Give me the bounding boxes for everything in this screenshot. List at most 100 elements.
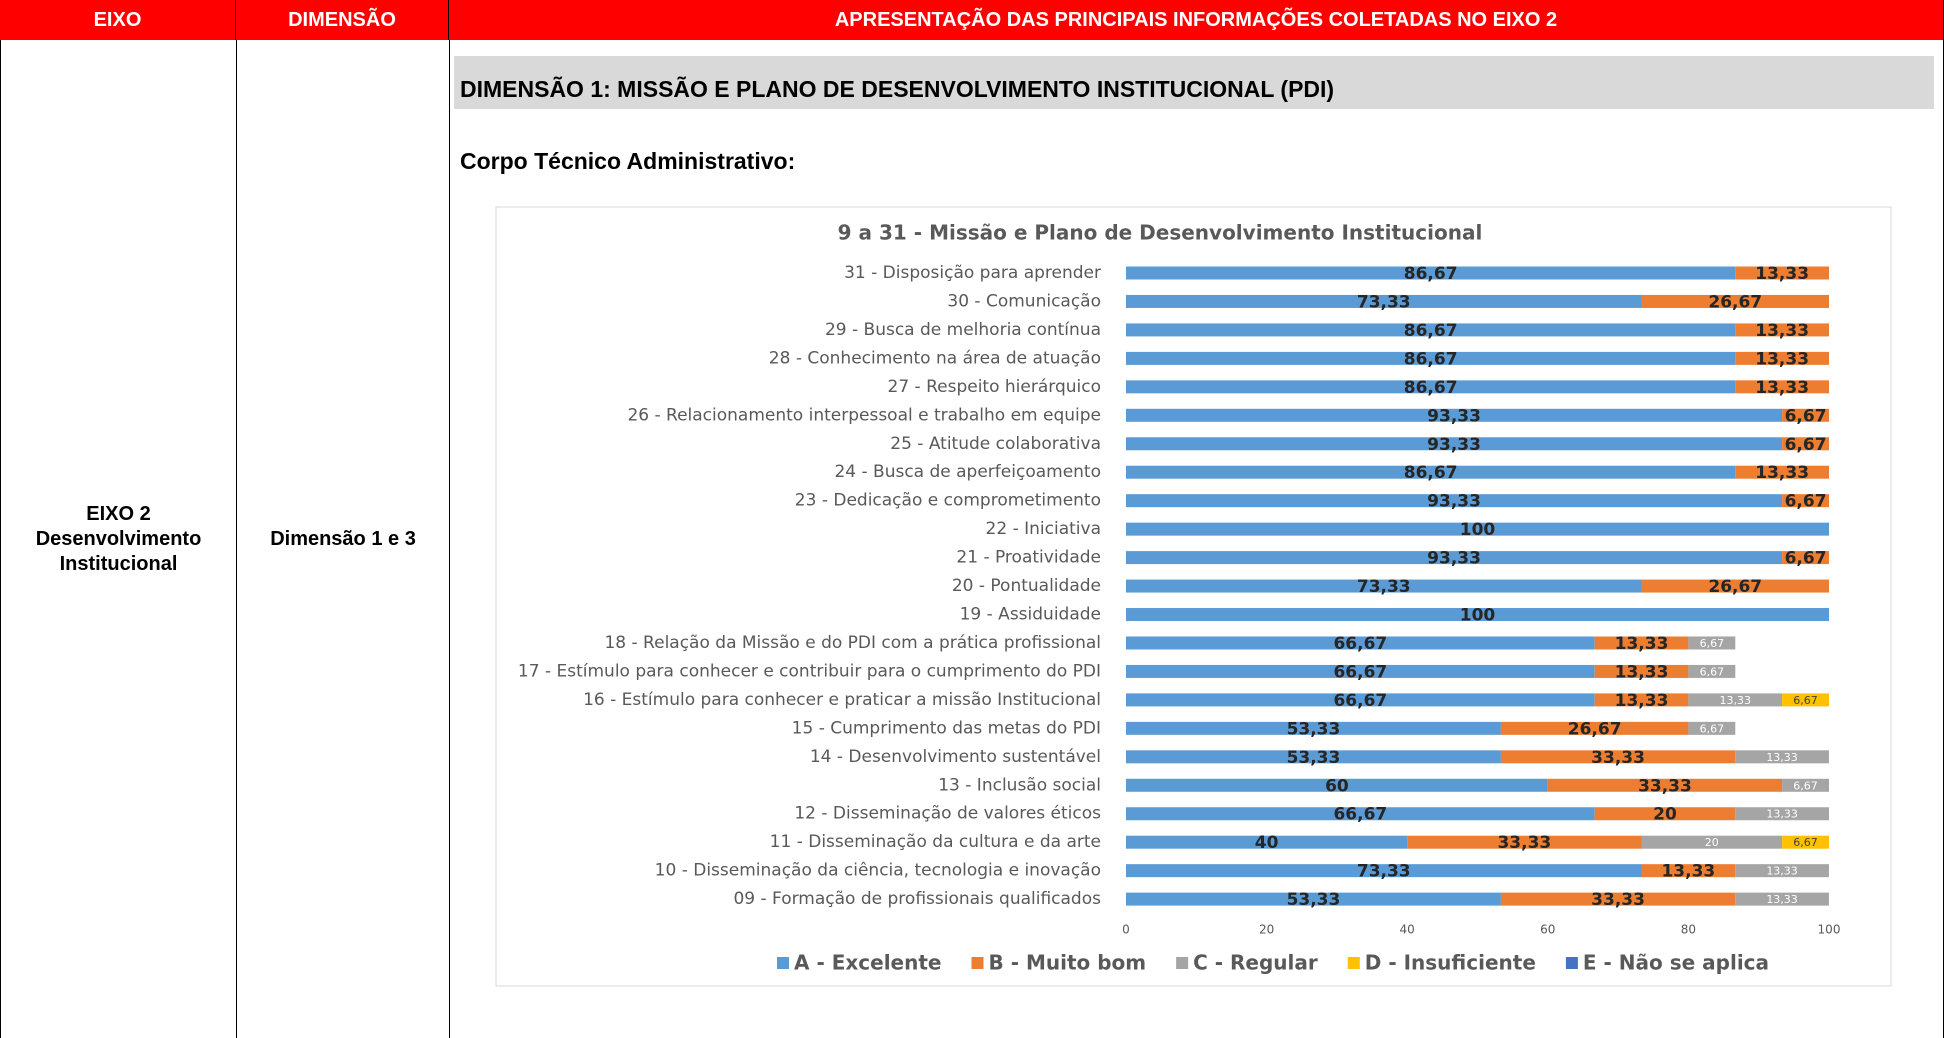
bar-segment [1126,778,1548,792]
value-label: 93,33 [1427,492,1481,512]
y-tick-label: 09 - Formação de profissionais qualifica… [733,889,1101,909]
value-label: 0 [1830,466,1837,479]
y-tick-label: 18 - Relação da Missão e do PDI com a pr… [604,633,1101,653]
value-label: 73,33 [1357,292,1411,312]
bar-segment [1782,551,1829,565]
legend-swatch [971,957,984,969]
bar-segment [1688,636,1736,650]
bar-segment [1126,323,1736,337]
bar-segment [1126,750,1501,764]
x-tick-label: 20 [1259,923,1274,937]
value-label: 0 [1830,409,1837,422]
y-tick-label: 25 - Atitude colaborativa [890,434,1101,454]
value-label: 0 [1830,808,1837,821]
bar-segment [1500,721,1689,735]
value-label: 26,67 [1708,292,1762,312]
value-label: 0 [1830,495,1837,508]
chart-frame [495,206,1892,987]
value-label: 100 [1460,606,1496,626]
bar-segment [1500,892,1736,906]
bar-segment [1126,437,1783,451]
value-label: 33,33 [1591,890,1645,910]
legend-label: A - Excelente [794,951,941,975]
value-label: 33,33 [1638,776,1692,796]
value-label: 53,33 [1287,890,1341,910]
bar-segment [1126,380,1736,394]
value-label: 0 [1736,722,1743,735]
value-label: 0 [1830,352,1837,365]
bar-segment [1735,380,1829,394]
y-tick-label: 17 - Estímulo para conhecer e contribuir… [518,661,1101,681]
bar-segment [1126,892,1501,906]
bar-segment [1126,294,1642,308]
value-label: 13,33 [1755,264,1809,284]
bar-segment [1126,807,1595,821]
eixo-line: Institucional [59,552,178,575]
y-tick-label: 19 - Assiduidade [960,605,1101,625]
value-label: 0 [1830,267,1837,280]
value-label: 13,33 [1766,808,1798,821]
dimensao-cell: Dimensão 1 e 3 [236,40,450,1038]
y-tick-label: 21 - Proatividade [956,548,1101,568]
value-label: 93,33 [1427,435,1481,455]
x-tick-label: 80 [1681,923,1696,937]
bar-segment [1782,835,1829,849]
value-label: 0 [1736,665,1743,678]
value-label: 0 [1829,865,1836,878]
value-label: 6,67 [1785,492,1827,512]
bar-segment [1641,864,1736,878]
value-label: 86,67 [1404,378,1458,398]
value-label: 0 [1736,637,1743,650]
bar-segment [1500,750,1736,764]
value-label: 73,33 [1357,862,1411,882]
bar-segment [1735,807,1829,821]
y-tick-label: 27 - Respeito hierárquico [888,377,1101,397]
header-eixo: EIXO [0,0,236,40]
bar-segment [1126,664,1595,678]
value-label: 0 [1830,779,1837,792]
value-label: 86,67 [1404,349,1458,369]
bar-segment [1782,693,1829,707]
value-label: 0 [1830,295,1837,308]
value-label: 6,67 [1785,435,1827,455]
y-tick-label: 15 - Cumprimento das metas do PDI [792,718,1101,738]
eixo-line: Desenvolvimento [35,527,202,550]
y-tick-label: 26 - Relacionamento interpessoal e traba… [627,405,1101,425]
value-label: 20 [1705,836,1719,849]
bar-segment [1782,778,1829,792]
value-label: 13,33 [1766,751,1798,764]
legend-label: E - Não se aplica [1583,951,1769,975]
bar-segment [1735,323,1829,337]
chart-title: 9 a 31 - Missão e Plano de Desenvolvimen… [838,221,1483,245]
bar-segment [1641,579,1829,593]
value-label: 66,67 [1333,662,1387,682]
value-label: 0 [1829,751,1836,764]
y-tick-label: 29 - Busca de melhoria contínua [825,320,1101,340]
subtitle: Corpo Técnico Administrativo: [460,148,796,174]
value-label: 66,67 [1333,691,1387,711]
value-label: 26,67 [1568,719,1622,739]
y-tick-label: 20 - Pontualidade [952,576,1101,596]
header-info: APRESENTAÇÃO DAS PRINCIPAIS INFORMAÇÕES … [449,0,1944,40]
value-label: 0 [1830,381,1837,394]
bar-segment [1126,636,1595,650]
bar-segment [1688,693,1783,707]
value-label: 0 [1830,552,1837,565]
value-label: 6,67 [1700,665,1725,678]
y-tick-label: 14 - Desenvolvimento sustentável [810,747,1101,767]
value-label: 100 [1460,520,1496,540]
y-tick-label: 16 - Estímulo para conhecer e praticar a… [583,690,1101,710]
value-label: 0 [1830,609,1837,622]
bar-segment [1126,579,1642,593]
bar-segment [1126,266,1736,280]
bar-segment [1126,835,1408,849]
bar-segment [1688,664,1736,678]
value-label: 13,33 [1661,862,1715,882]
bar-segment [1782,494,1829,508]
value-label: 0 [1830,580,1837,593]
value-label: 66,67 [1333,634,1387,654]
bar-segment [1782,437,1829,451]
value-label: 0 [1830,694,1837,707]
